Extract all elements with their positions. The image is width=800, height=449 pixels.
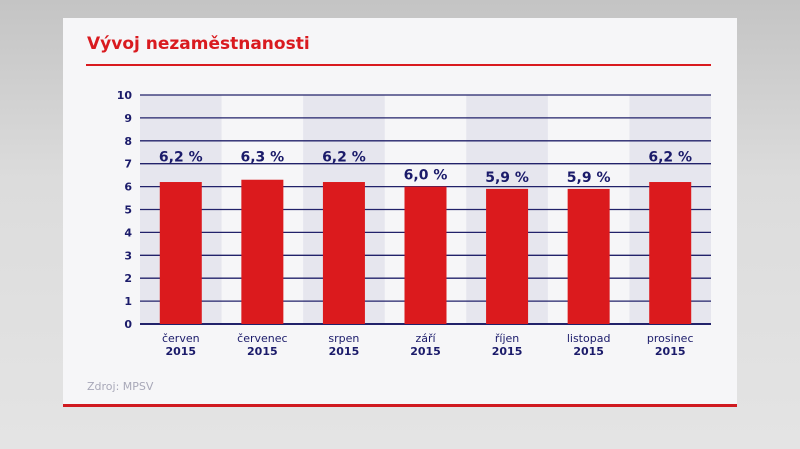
y-tick-label: 9 (124, 112, 132, 125)
x-tick-year: 2015 (165, 345, 196, 358)
x-tick-year: 2015 (573, 345, 604, 358)
bar (404, 186, 447, 324)
bar (241, 179, 284, 324)
data-label: 5,9 % (485, 170, 529, 186)
x-tick-year: 2015 (492, 345, 523, 358)
data-label: 6,2 % (322, 150, 366, 166)
x-tick-year: 2015 (655, 345, 686, 358)
x-tick-label: prosinec (647, 332, 694, 345)
bar (159, 182, 202, 324)
x-tick-label: září (415, 332, 436, 345)
x-tick-label: říjen (495, 332, 519, 345)
x-tick-label: červenec (237, 332, 287, 345)
x-tick-label: srpen (328, 332, 359, 345)
x-tick-label: červen (162, 332, 200, 345)
y-tick-label: 2 (124, 272, 132, 285)
x-tick-year: 2015 (329, 345, 360, 358)
bar (322, 182, 365, 324)
source-note: Zdroj: MPSV (87, 380, 154, 393)
y-tick-label: 7 (124, 158, 132, 171)
chart-title: Vývoj nezaměstnanosti (87, 34, 310, 54)
data-label: 6,2 % (159, 150, 203, 166)
bar (649, 182, 692, 324)
data-label: 6,3 % (241, 150, 285, 166)
data-label: 5,9 % (567, 170, 611, 186)
y-tick-label: 3 (124, 249, 132, 262)
y-tick-label: 1 (124, 295, 132, 308)
bar (567, 188, 610, 324)
y-tick-label: 4 (124, 226, 132, 239)
title-divider (86, 64, 711, 66)
y-tick-label: 8 (124, 135, 132, 148)
x-tick-year: 2015 (410, 345, 441, 358)
bottom-divider (63, 404, 737, 407)
y-tick-label: 10 (117, 89, 133, 102)
data-label: 6,2 % (648, 150, 692, 166)
y-tick-label: 6 (124, 181, 132, 194)
y-tick-label: 0 (124, 318, 132, 331)
data-label: 6,0 % (404, 168, 448, 184)
x-tick-year: 2015 (247, 345, 278, 358)
bar (486, 188, 529, 324)
y-tick-label: 5 (124, 204, 132, 217)
x-tick-label: listopad (567, 332, 611, 345)
